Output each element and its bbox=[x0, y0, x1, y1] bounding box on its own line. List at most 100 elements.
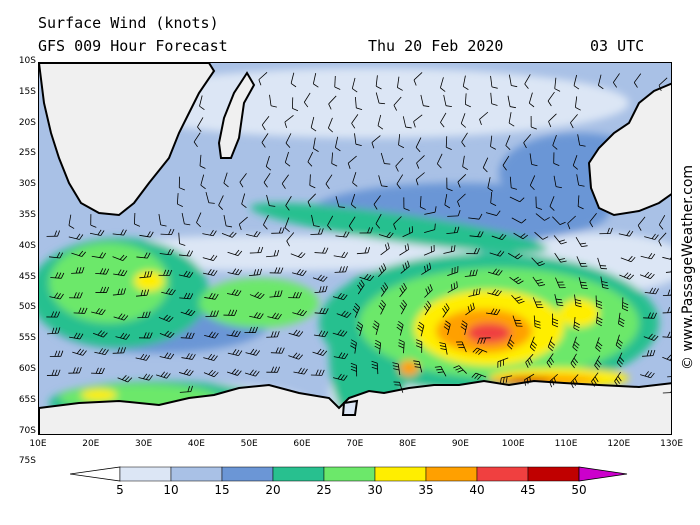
latitude-label: 25S bbox=[18, 148, 36, 159]
wind-barb bbox=[640, 252, 656, 260]
wind-barb bbox=[667, 376, 671, 378]
wind-barb bbox=[622, 297, 629, 312]
wind-barb bbox=[509, 276, 524, 285]
wind-barb bbox=[181, 212, 191, 226]
wind-barb bbox=[380, 282, 389, 297]
wind-barb bbox=[576, 256, 588, 267]
wind-barb bbox=[350, 193, 357, 209]
wind-barb bbox=[443, 320, 451, 336]
wind-barb bbox=[91, 252, 107, 259]
wind-barb bbox=[249, 246, 264, 254]
wind-barb bbox=[158, 213, 167, 227]
wind-barb bbox=[487, 268, 503, 276]
wind-barb bbox=[48, 252, 64, 259]
wind-barb bbox=[392, 362, 401, 375]
wind-barb bbox=[178, 270, 194, 278]
wind-barb bbox=[447, 281, 458, 293]
wind-barb bbox=[499, 375, 513, 384]
wind-barb bbox=[658, 232, 667, 247]
wind-barb bbox=[314, 285, 328, 294]
wind-barb bbox=[69, 292, 83, 299]
wind-barb bbox=[245, 348, 261, 356]
wind-barb bbox=[91, 308, 106, 316]
wind-barb bbox=[464, 269, 478, 277]
wind-barb bbox=[552, 135, 558, 150]
wind-barb bbox=[445, 136, 452, 151]
wind-map[interactable] bbox=[38, 62, 672, 435]
wind-barb bbox=[327, 215, 334, 231]
wind-barb bbox=[524, 373, 535, 386]
wind-barb bbox=[266, 249, 280, 258]
wind-barb bbox=[424, 206, 437, 215]
legend-label: 40 bbox=[469, 483, 485, 497]
wind-barb bbox=[359, 273, 375, 281]
wind-barb bbox=[350, 339, 357, 354]
legend-left-arrow bbox=[70, 466, 121, 482]
wind-barb bbox=[218, 195, 224, 210]
wind-barb bbox=[375, 92, 386, 105]
wind-barb bbox=[46, 230, 61, 237]
wind-barb bbox=[482, 157, 489, 173]
wind-barb bbox=[662, 306, 671, 314]
wind-barb bbox=[204, 292, 219, 300]
wind-barb bbox=[49, 292, 64, 300]
wind-barb bbox=[310, 369, 325, 376]
wind-barb bbox=[196, 212, 202, 228]
wind-barb bbox=[351, 114, 359, 129]
wind-barb bbox=[348, 216, 356, 232]
wind-barb bbox=[423, 300, 432, 316]
latitude-label: 50S bbox=[18, 302, 36, 313]
wind-barb bbox=[549, 373, 559, 388]
wind-barb bbox=[227, 268, 243, 276]
wind-barb bbox=[396, 174, 404, 189]
wind-barb bbox=[658, 215, 666, 230]
wind-barb bbox=[509, 196, 525, 203]
wind-barb bbox=[447, 210, 461, 217]
wind-barb bbox=[443, 245, 456, 254]
wind-barb bbox=[334, 76, 341, 90]
wind-barb bbox=[112, 254, 128, 261]
wind-barb bbox=[159, 352, 175, 360]
wind-barb bbox=[511, 294, 525, 304]
wind-barb bbox=[71, 250, 86, 257]
longitude-label: 20E bbox=[82, 439, 100, 449]
wind-barb bbox=[377, 114, 384, 130]
wind-barb bbox=[371, 360, 379, 375]
wind-barb bbox=[333, 373, 348, 381]
wind-barb bbox=[202, 254, 218, 261]
wind-barb bbox=[413, 72, 423, 86]
wind-barb bbox=[644, 233, 659, 240]
wind-barb bbox=[47, 327, 61, 335]
legend-label: 50 bbox=[571, 483, 587, 497]
wind-barb bbox=[269, 267, 284, 274]
wind-barb bbox=[662, 289, 671, 296]
wind-barb bbox=[618, 230, 634, 237]
wind-barb bbox=[524, 74, 531, 89]
wind-barb bbox=[574, 294, 582, 308]
wind-barb bbox=[491, 233, 507, 240]
wind-barb bbox=[393, 96, 402, 111]
wind-barb bbox=[468, 288, 481, 297]
wind-barb bbox=[598, 74, 604, 90]
wind-barb bbox=[92, 330, 108, 338]
wind-barb bbox=[246, 231, 261, 238]
legend-swatch bbox=[374, 466, 427, 482]
wind-barb bbox=[375, 75, 382, 90]
wind-barb bbox=[238, 216, 248, 231]
legend-swatch bbox=[527, 466, 580, 482]
wind-barb bbox=[618, 312, 625, 328]
wind-barb bbox=[489, 250, 505, 257]
wind-barb bbox=[133, 212, 141, 227]
wind-barb bbox=[662, 354, 671, 362]
wind-barb bbox=[531, 257, 545, 267]
wind-barb bbox=[281, 174, 289, 189]
wind-barb bbox=[136, 289, 150, 297]
wind-barb bbox=[505, 135, 511, 150]
wind-barb bbox=[248, 268, 263, 277]
wind-barb bbox=[535, 213, 550, 221]
latitude-label: 55S bbox=[18, 333, 36, 344]
latitude-label: 15S bbox=[18, 86, 36, 97]
wind-barb bbox=[313, 330, 329, 338]
wind-barb bbox=[357, 279, 365, 295]
wind-barb bbox=[261, 115, 270, 131]
